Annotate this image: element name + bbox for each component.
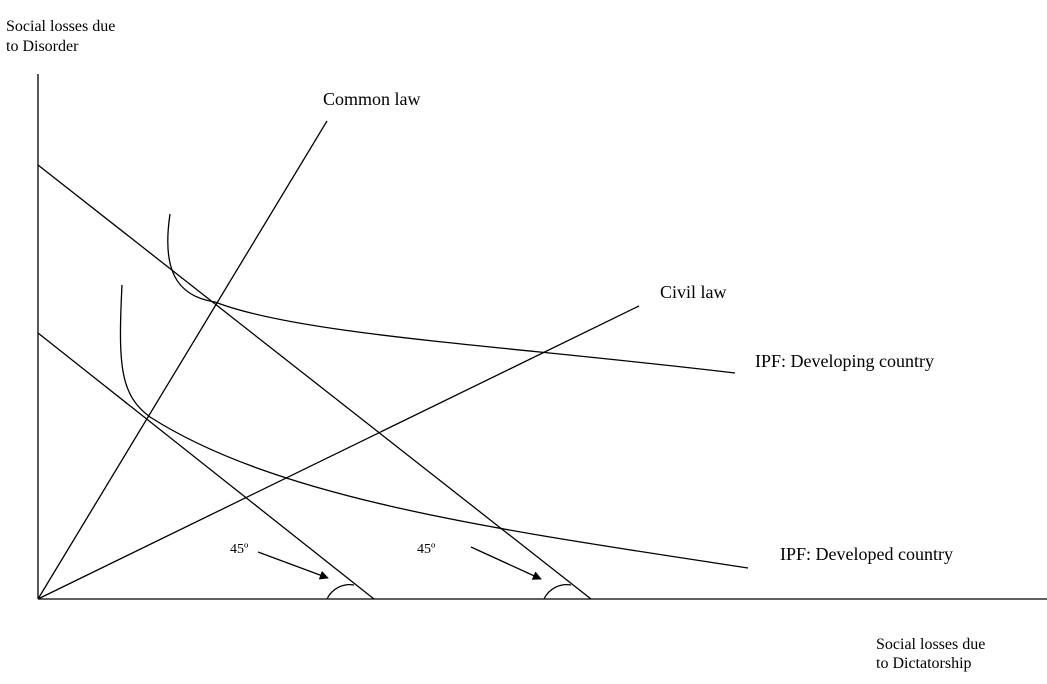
ipf-developed-label: IPF: Developed country bbox=[780, 544, 953, 564]
ipf-developing-label: IPF: Developing country bbox=[755, 351, 934, 371]
y-axis-label-line-1: Social losses due bbox=[6, 18, 115, 35]
angle-arrow-inner bbox=[257, 551, 329, 580]
angle-label-inner: 45º bbox=[230, 542, 249, 557]
civil-law-label: Civil law bbox=[660, 282, 727, 302]
y-axis-label-line-2: to Disorder bbox=[6, 38, 79, 55]
ipf-developing-curve bbox=[167, 213, 736, 374]
budget-line-inner bbox=[37, 332, 375, 600]
civil-law-ray bbox=[37, 305, 640, 600]
angle-arrow-outer bbox=[470, 546, 542, 580]
x-axis-label-line-2: to Dictatorship bbox=[876, 655, 972, 672]
common-law-ray bbox=[37, 120, 328, 600]
ipf-developed-curve bbox=[119, 284, 749, 569]
angle-arc-inner bbox=[326, 583, 355, 600]
y-axis-label: Social losses due to Disorder bbox=[6, 18, 119, 55]
x-axis-label-line-1: Social losses due bbox=[876, 636, 985, 653]
common-law-label: Common law bbox=[323, 89, 421, 109]
angle-arc-outer bbox=[543, 583, 572, 600]
budget-line-outer bbox=[37, 164, 592, 600]
angle-label-outer: 45º bbox=[417, 542, 436, 557]
x-axis-label: Social losses due to Dictatorship bbox=[876, 636, 989, 672]
